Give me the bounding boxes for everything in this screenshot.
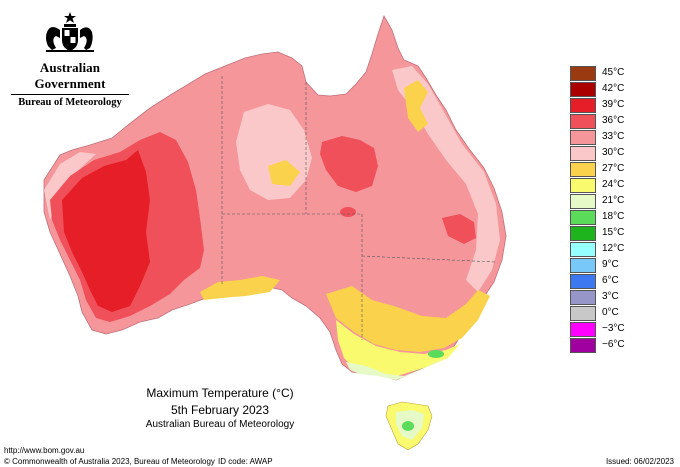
legend-label: −3°C: [602, 323, 625, 334]
logo-divider: [11, 94, 129, 95]
legend-swatch: [570, 178, 596, 193]
legend-swatch: [570, 258, 596, 273]
zone-30-east: [392, 66, 500, 292]
legend-item: 27°C: [570, 162, 650, 178]
legend-item: −6°C: [570, 338, 650, 354]
legend-item: 9°C: [570, 258, 650, 274]
legend-label: 33°C: [602, 131, 625, 142]
zone-27-nt: [268, 160, 300, 186]
legend-swatch: [570, 210, 596, 225]
legend-item: 33°C: [570, 130, 650, 146]
legend-label: 18°C: [602, 211, 625, 222]
footer-bar: © Commonwealth of Australia 2023, Bureau…: [0, 456, 680, 467]
legend-swatch: [570, 162, 596, 177]
legend-label: 42°C: [602, 83, 625, 94]
legend-label: 3°C: [602, 291, 619, 302]
legend-swatch: [570, 322, 596, 337]
legend-swatch: [570, 98, 596, 113]
map-caption: Maximum Temperature (°C) 5th February 20…: [60, 386, 380, 430]
legend-item: 3°C: [570, 290, 650, 306]
legend-label: 39°C: [602, 99, 625, 110]
legend-item: 36°C: [570, 114, 650, 130]
legend-label: 21°C: [602, 195, 625, 206]
legend-swatch: [570, 306, 596, 321]
zone-18-tasmania: [402, 421, 414, 431]
legend-label: 6°C: [602, 275, 619, 286]
zone-27-sa-coast: [200, 276, 280, 300]
legend-item: 30°C: [570, 146, 650, 162]
legend-swatch: [570, 82, 596, 97]
zone-39-wa: [62, 150, 150, 312]
coat-of-arms-icon: [46, 12, 94, 52]
legend-label: 0°C: [602, 307, 619, 318]
legend-swatch: [570, 194, 596, 209]
zone-21-victoria: [346, 356, 448, 380]
map-organisation: Australian Bureau of Meteorology: [145, 419, 295, 430]
issued-date: Issued: 06/02/2023: [605, 457, 674, 466]
map-date: 5th February 2023: [170, 403, 270, 417]
legend-swatch: [570, 242, 596, 257]
zone-36-nt: [320, 136, 378, 192]
legend-label: 30°C: [602, 147, 625, 158]
legend-item: 42°C: [570, 82, 650, 98]
temperature-map: [43, 15, 507, 451]
id-code: ID code: AWAP: [218, 457, 273, 466]
legend-item: 15°C: [570, 226, 650, 242]
legend-item: 39°C: [570, 98, 650, 114]
legend-swatch: [570, 146, 596, 161]
zone-30-northwest: [44, 152, 96, 220]
legend-label: 27°C: [602, 163, 625, 174]
legend-item: 0°C: [570, 306, 650, 322]
zone-36-qld: [442, 214, 476, 244]
government-name: Australian Government: [34, 60, 106, 91]
map-title: Maximum Temperature (°C): [146, 386, 294, 400]
legend-item: 6°C: [570, 274, 650, 290]
legend-swatch: [570, 338, 596, 353]
legend-label: 12°C: [602, 243, 625, 254]
zone-36-sa-spot: [340, 207, 356, 217]
website-link[interactable]: http://www.bom.gov.au: [4, 446, 85, 455]
legend-label: −6°C: [602, 339, 625, 350]
zone-24-south: [336, 320, 460, 378]
legend-item: 21°C: [570, 194, 650, 210]
copyright-text: © Commonwealth of Australia 2023, Bureau…: [4, 457, 215, 466]
legend-item: 12°C: [570, 242, 650, 258]
legend-swatch: [570, 226, 596, 241]
legend-label: 15°C: [602, 227, 625, 238]
legend-swatch: [570, 130, 596, 145]
bureau-name: Bureau of Meteorology: [18, 97, 122, 108]
legend-item: 45°C: [570, 66, 650, 82]
legend-item: −3°C: [570, 322, 650, 338]
government-logo: Australian Government Bureau of Meteorol…: [8, 10, 132, 108]
legend-item: 24°C: [570, 178, 650, 194]
state-borders: [221, 76, 497, 340]
zone-18-alpine: [428, 350, 444, 358]
legend-swatch: [570, 274, 596, 289]
legend-swatch: [570, 114, 596, 129]
legend-label: 24°C: [602, 179, 625, 190]
legend-label: 36°C: [602, 115, 625, 126]
legend-label: 9°C: [602, 259, 619, 270]
legend-label: 45°C: [602, 67, 625, 78]
legend-swatch: [570, 290, 596, 305]
legend-item: 18°C: [570, 210, 650, 226]
zone-27-south: [326, 286, 490, 352]
legend-swatch: [570, 66, 596, 81]
zone-27-qld: [404, 80, 428, 132]
